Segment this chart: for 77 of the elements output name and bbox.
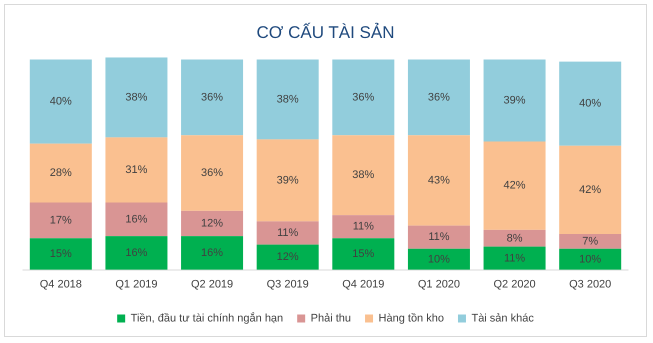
bar: [484, 142, 546, 230]
data-label: 43%: [428, 174, 450, 186]
data-label: 40%: [50, 96, 72, 108]
data-label: 40%: [579, 98, 602, 110]
x-tick-label: Q1 2020: [418, 278, 460, 290]
bar: [256, 139, 319, 222]
x-tick-label: Q1 2019: [115, 278, 158, 290]
bar: [30, 202, 92, 238]
data-label: 36%: [201, 91, 224, 104]
data-label: 36%: [352, 91, 375, 104]
data-label: 31%: [125, 164, 148, 176]
data-label: 38%: [125, 91, 148, 104]
bar: [256, 221, 319, 245]
data-label: 42%: [579, 184, 602, 196]
legend-label: Hàng tồn kho: [378, 312, 444, 325]
bar: [332, 215, 394, 238]
data-label: 11%: [352, 220, 374, 233]
bar: [181, 210, 244, 236]
bar: [30, 60, 92, 144]
data-label: 16%: [125, 213, 148, 226]
x-tick-label: Q2 2019: [190, 278, 234, 290]
bar: [408, 135, 470, 226]
data-label: 36%: [428, 91, 450, 104]
bar: [408, 226, 470, 249]
bar: [332, 60, 394, 136]
bar: [332, 238, 394, 270]
data-label: 39%: [276, 174, 299, 186]
data-label: 38%: [276, 93, 299, 106]
data-label: 8%: [506, 232, 523, 244]
bar: [408, 248, 470, 270]
legend-label: Tài sản khác: [471, 312, 534, 325]
bar: [408, 60, 470, 136]
data-label: 28%: [50, 167, 72, 180]
bar: [484, 246, 546, 270]
bar: [181, 236, 244, 270]
bar: [484, 60, 546, 142]
data-label: 7%: [582, 235, 598, 248]
data-label: 11%: [277, 227, 299, 240]
legend-label: Phải thu: [310, 312, 352, 325]
bar: [484, 230, 546, 247]
data-label: 15%: [352, 248, 375, 260]
bar: [105, 202, 168, 236]
bar: [256, 60, 319, 140]
bar: [181, 135, 244, 211]
data-label: 17%: [50, 214, 72, 226]
bar: [559, 234, 622, 249]
data-label: 12%: [201, 218, 224, 230]
data-label: 15%: [50, 248, 72, 260]
data-label: 12%: [276, 251, 299, 264]
data-label: 36%: [201, 167, 224, 180]
data-label: 11%: [504, 252, 526, 264]
bar: [105, 57, 168, 138]
data-label: 11%: [428, 231, 450, 244]
chart-title: CƠ CẤU TÀI SẢN: [256, 22, 395, 42]
bar: [105, 236, 168, 270]
x-tick-label: Q3 2020: [569, 278, 612, 290]
bar: [105, 137, 168, 203]
legend-label: Tiền, đầu tư tài chính ngắn hạn: [130, 312, 284, 325]
x-tick-label: Q2 2020: [493, 278, 536, 290]
bar: [559, 248, 622, 270]
x-tick-label: Q3 2019: [266, 278, 309, 290]
data-label: 39%: [504, 94, 526, 107]
data-label: 38%: [352, 169, 375, 182]
bar: [30, 144, 92, 203]
bar: [332, 135, 394, 216]
bar: [559, 146, 622, 234]
x-tick-label: Q4 2019: [342, 278, 384, 290]
data-label: 10%: [579, 253, 602, 266]
x-tick-label: Q4 2018: [40, 278, 82, 290]
data-label: 16%: [125, 247, 148, 260]
data-label: 10%: [428, 253, 450, 266]
data-label: 42%: [504, 180, 526, 192]
bar: [30, 238, 92, 270]
bar: [559, 62, 622, 146]
bar: [256, 244, 319, 270]
data-label: 16%: [201, 247, 224, 260]
bar: [181, 60, 244, 136]
